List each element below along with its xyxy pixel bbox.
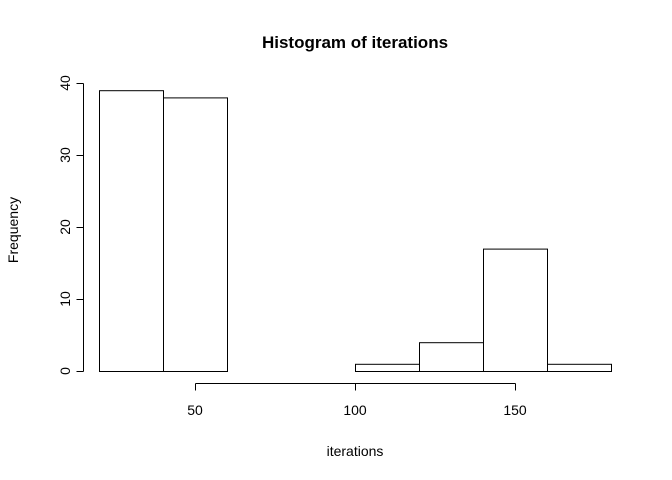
- y-tick-label: 20: [57, 219, 73, 235]
- histogram-bars: [99, 90, 612, 373]
- y-tick-label: 0: [57, 367, 73, 375]
- histogram-bar: [355, 363, 420, 372]
- x-tick-label: 50: [187, 402, 203, 418]
- y-axis: 0 10 20 30 40: [57, 75, 84, 375]
- histogram-bar: [99, 90, 164, 372]
- y-tick-label: 30: [57, 147, 73, 163]
- x-tick-label: 150: [503, 402, 527, 418]
- y-tick-label: 40: [57, 75, 73, 91]
- histogram-bar: [163, 97, 228, 373]
- x-tick-label: 100: [343, 402, 367, 418]
- histogram-bar: [547, 363, 612, 372]
- y-tick-label: 10: [57, 291, 73, 307]
- histogram-bar: [419, 342, 484, 373]
- histogram-bar: [483, 248, 548, 373]
- y-axis-label: Frequency: [5, 197, 21, 263]
- chart-title: Histogram of iterations: [262, 33, 448, 52]
- x-axis: 50 100 150: [187, 383, 527, 418]
- x-axis-label: iterations: [327, 443, 384, 459]
